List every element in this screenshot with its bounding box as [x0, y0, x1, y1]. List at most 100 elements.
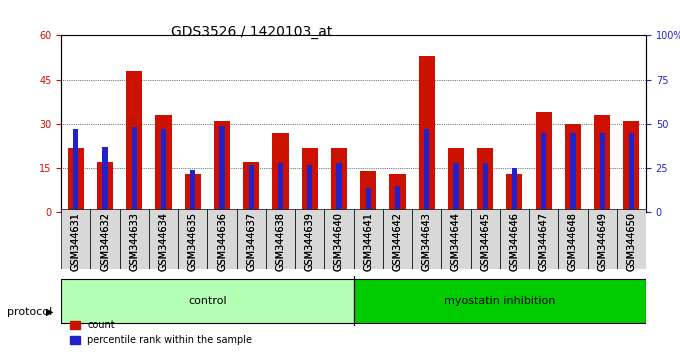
Bar [243, 162, 259, 212]
FancyBboxPatch shape [588, 209, 617, 269]
Text: GSM344636: GSM344636 [217, 212, 227, 271]
Text: GSM344642: GSM344642 [392, 212, 403, 271]
FancyBboxPatch shape [412, 209, 441, 269]
FancyBboxPatch shape [441, 209, 471, 269]
Text: GSM344648: GSM344648 [568, 212, 578, 271]
FancyBboxPatch shape [61, 279, 354, 323]
Bar [477, 148, 493, 212]
Text: ▶: ▶ [46, 307, 54, 316]
Text: GSM344643: GSM344643 [422, 212, 432, 271]
Bar [571, 133, 575, 212]
Text: GSM344649: GSM344649 [597, 212, 607, 271]
Bar [331, 148, 347, 212]
FancyBboxPatch shape [149, 209, 178, 269]
Bar [214, 121, 230, 212]
Text: GSM344648: GSM344648 [568, 212, 578, 271]
FancyBboxPatch shape [120, 209, 149, 269]
Text: GSM344639: GSM344639 [305, 212, 315, 271]
Bar [126, 71, 142, 212]
Text: GSM344632: GSM344632 [100, 212, 110, 271]
Text: GSM344633: GSM344633 [129, 212, 139, 271]
Bar [161, 129, 166, 212]
Text: GDS3526 / 1420103_at: GDS3526 / 1420103_at [171, 25, 333, 39]
Bar [220, 126, 224, 212]
Text: GSM344644: GSM344644 [451, 212, 461, 271]
Text: GSM344650: GSM344650 [626, 212, 636, 271]
Text: GSM344640: GSM344640 [334, 212, 344, 271]
Text: GSM344642: GSM344642 [392, 212, 403, 271]
Bar [278, 163, 283, 212]
Bar [97, 162, 113, 212]
Bar [395, 186, 400, 212]
Bar [483, 163, 488, 212]
Bar [307, 165, 312, 212]
Bar [337, 163, 341, 212]
Text: GSM344646: GSM344646 [509, 212, 520, 271]
Text: GSM344641: GSM344641 [363, 212, 373, 271]
Bar [302, 148, 318, 212]
FancyBboxPatch shape [324, 209, 354, 269]
Text: protocol: protocol [7, 307, 52, 316]
Text: control: control [188, 296, 226, 306]
Text: GSM344644: GSM344644 [451, 212, 461, 271]
FancyBboxPatch shape [295, 209, 324, 269]
Text: GSM344637: GSM344637 [246, 212, 256, 271]
Bar [624, 121, 639, 212]
Bar [249, 165, 254, 212]
Bar [565, 124, 581, 212]
FancyBboxPatch shape [237, 209, 266, 269]
Text: GSM344636: GSM344636 [217, 212, 227, 271]
Text: GSM344634: GSM344634 [158, 212, 169, 271]
Bar [512, 168, 517, 212]
Bar [68, 148, 84, 212]
Text: GSM344640: GSM344640 [334, 212, 344, 271]
Bar [594, 115, 610, 212]
Bar [273, 133, 288, 212]
Bar [536, 112, 551, 212]
Text: GSM344631: GSM344631 [71, 212, 81, 271]
Bar [73, 129, 78, 212]
Bar [600, 133, 605, 212]
FancyBboxPatch shape [558, 209, 588, 269]
Text: GSM344633: GSM344633 [129, 212, 139, 271]
Text: GSM344647: GSM344647 [539, 212, 549, 271]
Bar [424, 129, 429, 212]
Bar [190, 170, 195, 212]
Bar [454, 163, 458, 212]
FancyBboxPatch shape [354, 209, 383, 269]
Text: GSM344646: GSM344646 [509, 212, 520, 271]
Bar [185, 174, 201, 212]
Legend: count, percentile rank within the sample: count, percentile rank within the sample [66, 316, 256, 349]
Text: GSM344641: GSM344641 [363, 212, 373, 271]
Text: GSM344643: GSM344643 [422, 212, 432, 271]
FancyBboxPatch shape [383, 209, 412, 269]
FancyBboxPatch shape [61, 209, 90, 269]
Bar [390, 174, 405, 212]
Bar [629, 133, 634, 212]
Text: GSM344645: GSM344645 [480, 212, 490, 271]
FancyBboxPatch shape [617, 209, 646, 269]
Text: GSM344637: GSM344637 [246, 212, 256, 271]
FancyBboxPatch shape [471, 209, 500, 269]
Text: GSM344631: GSM344631 [71, 212, 81, 271]
Text: GSM344638: GSM344638 [275, 212, 286, 271]
Text: GSM344635: GSM344635 [188, 212, 198, 271]
Text: GSM344650: GSM344650 [626, 212, 636, 271]
FancyBboxPatch shape [207, 209, 237, 269]
FancyBboxPatch shape [354, 279, 646, 323]
Bar [156, 115, 171, 212]
FancyBboxPatch shape [178, 209, 207, 269]
Bar [360, 171, 376, 212]
FancyBboxPatch shape [266, 209, 295, 269]
Text: GSM344638: GSM344638 [275, 212, 286, 271]
Text: GSM344649: GSM344649 [597, 212, 607, 271]
Text: GSM344645: GSM344645 [480, 212, 490, 271]
FancyBboxPatch shape [90, 209, 120, 269]
Bar [103, 147, 107, 212]
Bar [448, 148, 464, 212]
Bar [132, 127, 137, 212]
Bar [507, 174, 522, 212]
Text: GSM344635: GSM344635 [188, 212, 198, 271]
Bar [419, 56, 435, 212]
Text: GSM344647: GSM344647 [539, 212, 549, 271]
